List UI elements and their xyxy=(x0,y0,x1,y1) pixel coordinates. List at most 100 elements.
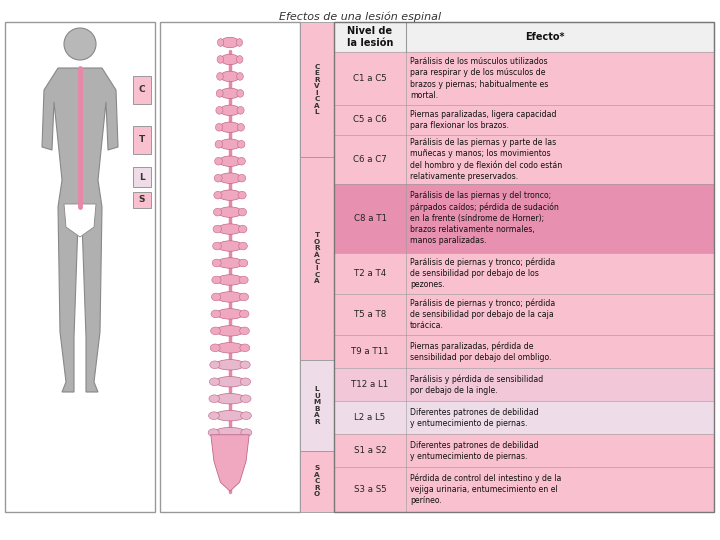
Text: Pérdida de control del intestino y de la
vejiga urinaria, entumecimiento en el
p: Pérdida de control del intestino y de la… xyxy=(410,474,562,505)
Text: L2 a L5: L2 a L5 xyxy=(354,413,386,422)
Ellipse shape xyxy=(221,37,239,48)
Ellipse shape xyxy=(240,344,250,352)
Text: C6 a C7: C6 a C7 xyxy=(353,155,387,164)
Bar xyxy=(334,434,714,467)
Bar xyxy=(300,360,334,451)
Text: C8 a T1: C8 a T1 xyxy=(354,214,387,223)
Bar xyxy=(334,335,714,368)
Ellipse shape xyxy=(217,72,223,80)
Ellipse shape xyxy=(212,276,221,284)
Ellipse shape xyxy=(238,140,245,148)
Bar xyxy=(334,467,714,512)
Ellipse shape xyxy=(240,378,251,386)
Bar xyxy=(133,126,151,154)
Ellipse shape xyxy=(210,327,220,335)
Ellipse shape xyxy=(240,310,249,318)
Ellipse shape xyxy=(219,156,241,166)
Ellipse shape xyxy=(236,56,243,63)
Text: Diferentes patrones de debilidad
y entumecimiento de piernas.: Diferentes patrones de debilidad y entum… xyxy=(410,408,539,428)
Ellipse shape xyxy=(213,225,222,233)
Ellipse shape xyxy=(213,208,222,216)
Ellipse shape xyxy=(210,361,220,369)
Bar xyxy=(133,167,151,187)
Ellipse shape xyxy=(209,412,220,420)
Bar xyxy=(133,76,151,104)
Bar xyxy=(300,451,334,512)
Ellipse shape xyxy=(240,327,249,335)
Text: T5 a T8: T5 a T8 xyxy=(354,310,386,319)
Text: S3 a S5: S3 a S5 xyxy=(354,485,387,494)
Ellipse shape xyxy=(212,293,221,301)
Text: Piernas paralizadas, pérdida de
sensibilidad por debajo del ombligo.: Piernas paralizadas, pérdida de sensibil… xyxy=(410,341,552,362)
Text: Parálisis de los músculos utilizados
para respirar y de los músculos de
brazos y: Parálisis de los músculos utilizados par… xyxy=(410,57,549,100)
Ellipse shape xyxy=(238,174,246,182)
Ellipse shape xyxy=(218,190,242,200)
Text: L
U
M
B
A
R: L U M B A R xyxy=(313,386,320,424)
Text: C
E
R
V
I
C
A
L: C E R V I C A L xyxy=(314,64,320,115)
Bar xyxy=(334,253,714,294)
Text: Parálisis de las piernas y del tronco;
párpados caídos; pérdida de sudación
en l: Parálisis de las piernas y del tronco; p… xyxy=(410,191,559,245)
Ellipse shape xyxy=(211,310,220,318)
Ellipse shape xyxy=(237,106,244,114)
Ellipse shape xyxy=(220,122,240,132)
Ellipse shape xyxy=(239,293,248,301)
Ellipse shape xyxy=(209,395,220,402)
Bar xyxy=(334,401,714,434)
Text: T
O
R
Á
C
I
C
A: T O R Á C I C A xyxy=(314,232,320,285)
Ellipse shape xyxy=(240,361,251,369)
Ellipse shape xyxy=(220,139,240,150)
Text: Diferentes patrones de debilidad
y entumecimiento de piernas.: Diferentes patrones de debilidad y entum… xyxy=(410,441,539,461)
Ellipse shape xyxy=(217,39,224,46)
Ellipse shape xyxy=(216,342,244,353)
Text: L: L xyxy=(139,172,145,181)
Ellipse shape xyxy=(239,259,248,267)
Polygon shape xyxy=(42,68,118,392)
Ellipse shape xyxy=(238,208,246,216)
Text: C1 a C5: C1 a C5 xyxy=(353,74,387,83)
Ellipse shape xyxy=(210,378,220,386)
Text: Parálisis y pérdida de sensibilidad
por debajo de la ingle.: Parálisis y pérdida de sensibilidad por … xyxy=(410,374,544,395)
Ellipse shape xyxy=(210,344,220,352)
Ellipse shape xyxy=(215,410,246,421)
Ellipse shape xyxy=(215,394,245,404)
Ellipse shape xyxy=(220,71,240,82)
Bar xyxy=(300,157,334,360)
Ellipse shape xyxy=(217,292,243,302)
Bar xyxy=(334,52,714,105)
Ellipse shape xyxy=(240,429,252,436)
Ellipse shape xyxy=(238,191,246,199)
Ellipse shape xyxy=(217,275,243,285)
Text: T12 a L1: T12 a L1 xyxy=(351,380,389,389)
Bar xyxy=(334,105,714,134)
Bar xyxy=(334,22,714,512)
Ellipse shape xyxy=(215,376,245,387)
Text: Parálisis de piernas y tronco; pérdida
de sensibilidad por debajo de los
pezones: Parálisis de piernas y tronco; pérdida d… xyxy=(410,257,555,289)
Bar xyxy=(334,22,714,52)
Ellipse shape xyxy=(216,309,243,319)
Ellipse shape xyxy=(216,106,223,114)
Ellipse shape xyxy=(240,412,251,420)
Bar xyxy=(334,294,714,335)
Ellipse shape xyxy=(237,90,244,97)
Text: Parálisis de piernas y tronco; pérdida
de sensibilidad por debajo de la caja
tor: Parálisis de piernas y tronco; pérdida d… xyxy=(410,299,555,330)
Ellipse shape xyxy=(240,395,251,402)
Ellipse shape xyxy=(215,360,245,370)
Ellipse shape xyxy=(212,259,221,267)
Ellipse shape xyxy=(217,56,224,63)
Ellipse shape xyxy=(219,173,241,184)
Ellipse shape xyxy=(217,224,242,234)
Ellipse shape xyxy=(215,124,222,131)
Text: S1 a S2: S1 a S2 xyxy=(354,446,387,455)
Ellipse shape xyxy=(215,428,246,438)
Bar xyxy=(160,22,300,512)
Ellipse shape xyxy=(238,225,247,233)
Ellipse shape xyxy=(216,326,244,336)
Ellipse shape xyxy=(239,276,248,284)
Text: Efecto*: Efecto* xyxy=(525,32,564,42)
Bar xyxy=(334,368,714,401)
Circle shape xyxy=(64,28,96,60)
Ellipse shape xyxy=(238,157,246,165)
Bar xyxy=(334,134,714,184)
Polygon shape xyxy=(64,204,96,237)
Ellipse shape xyxy=(237,72,243,80)
